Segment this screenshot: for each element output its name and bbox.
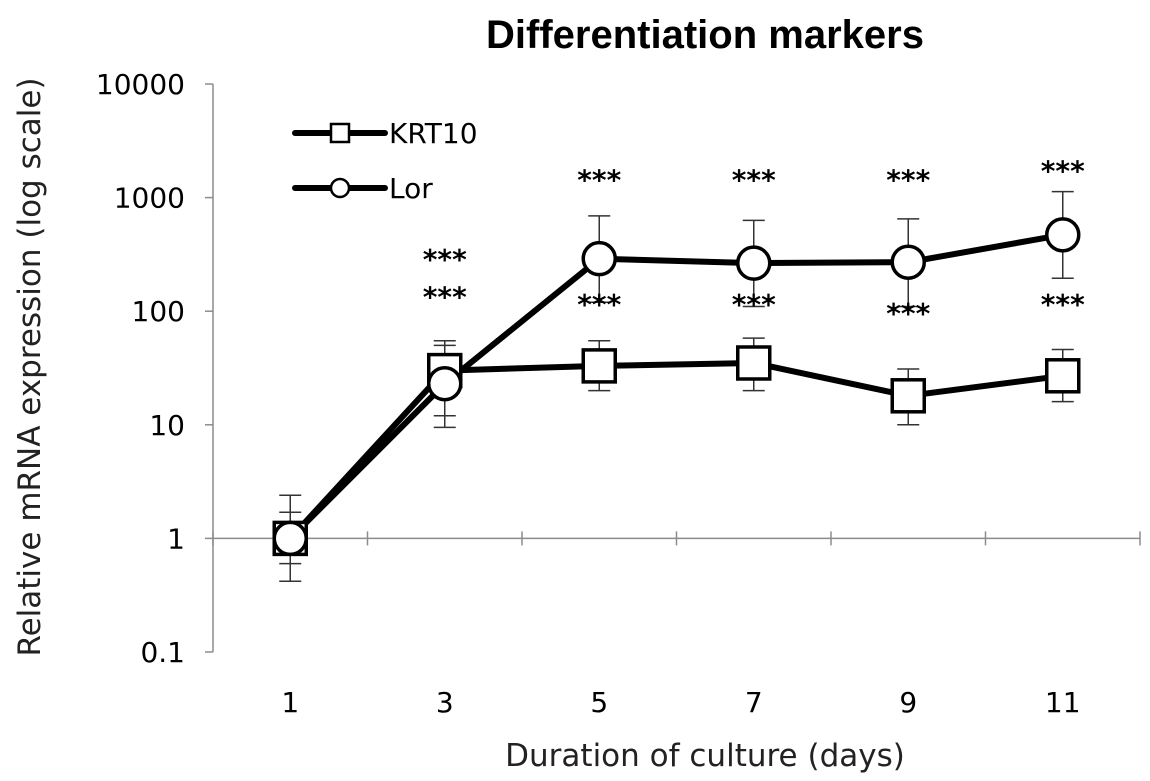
- legend-label-lor: Lor: [389, 172, 433, 205]
- series-line-krt10: [288, 360, 1064, 541]
- legend-label-krt10: KRT10: [389, 117, 478, 150]
- legend: KRT10 Lor: [292, 117, 478, 205]
- significance-marker: ***: [577, 164, 621, 197]
- data-point-lor: [890, 244, 926, 280]
- legend-square-icon: [329, 122, 351, 144]
- significance-marker: ***: [886, 297, 930, 330]
- y-tick-label: 1000: [114, 182, 185, 215]
- significance-marker: ***: [423, 243, 467, 276]
- significance-marker: ***: [732, 288, 776, 321]
- y-tick-label: 1: [167, 522, 185, 555]
- x-tick-label: 1: [281, 686, 299, 719]
- error-bars: [279, 190, 1074, 582]
- y-tick-label: 100: [132, 295, 185, 328]
- significance-marker: ***: [886, 164, 930, 197]
- x-tick-label: 3: [436, 686, 454, 719]
- y-tick-label: 10000: [96, 68, 185, 101]
- x-tick-label: 7: [745, 686, 763, 719]
- y-tick-label: 0.1: [140, 636, 185, 669]
- significance-marker: ***: [1041, 288, 1085, 321]
- x-tick-label: 11: [1045, 686, 1081, 719]
- data-point-krt10: [1045, 358, 1081, 394]
- data-point-krt10: [890, 378, 926, 414]
- series-markers: [272, 217, 1081, 557]
- significance-marker: ***: [732, 164, 776, 197]
- y-tick-label: 10: [149, 409, 185, 442]
- x-tick-label: 9: [899, 686, 917, 719]
- data-point-lor: [581, 240, 617, 277]
- data-point-lor: [272, 520, 308, 557]
- legend-circle-icon: [329, 177, 351, 199]
- x-tick-label: 5: [590, 686, 608, 719]
- significance-marker: ***: [577, 288, 621, 321]
- data-point-lor: [1045, 217, 1081, 253]
- series-lines: [288, 231, 1064, 541]
- series-line-lor: [288, 231, 1064, 541]
- significance-marker: ***: [423, 281, 467, 314]
- significance-annotations: *** *** *** *** *** *** *** *** *** ***: [423, 155, 1085, 331]
- data-point-lor: [427, 365, 463, 402]
- data-point-krt10: [581, 348, 617, 384]
- data-point-lor: [736, 245, 772, 281]
- significance-marker: ***: [1041, 155, 1085, 188]
- y-axis-label: Relative mRNA expression (log scale): [12, 77, 48, 656]
- x-axis-label: Duration of culture (days): [505, 738, 905, 774]
- chart-title: Differentiation markers: [486, 13, 924, 57]
- data-point-krt10: [736, 345, 772, 381]
- axes: 0.1 1 10 100 1000 10000 1 3 5 7 9 11: [96, 68, 1141, 719]
